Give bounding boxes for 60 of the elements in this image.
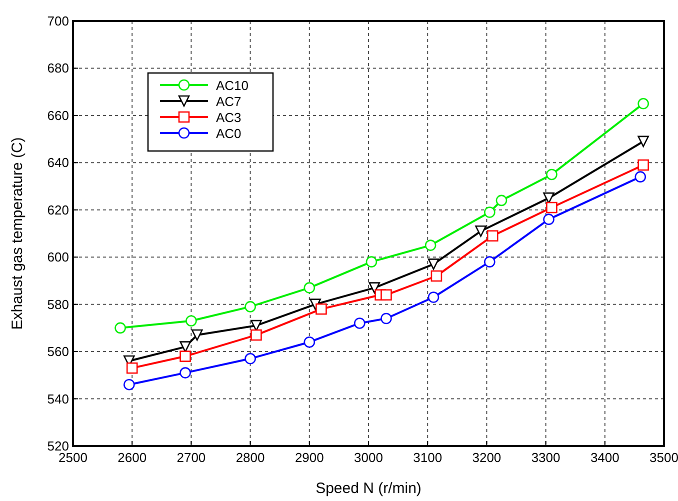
point bbox=[354, 318, 366, 329]
point bbox=[638, 136, 649, 148]
point bbox=[484, 256, 496, 268]
x-tick-label: 3000 bbox=[354, 450, 383, 465]
x-tick-label: 3300 bbox=[531, 450, 560, 465]
point bbox=[123, 378, 135, 390]
x-tick-label: 3100 bbox=[413, 450, 442, 465]
point bbox=[475, 225, 486, 237]
y-axis-title: Exhaust gas temperature (C) bbox=[9, 137, 26, 330]
legend-label: AC10 bbox=[216, 78, 249, 93]
point bbox=[244, 352, 256, 364]
point bbox=[638, 98, 649, 110]
point bbox=[186, 315, 197, 327]
point bbox=[546, 202, 558, 214]
point bbox=[126, 362, 138, 374]
point bbox=[180, 367, 191, 378]
y-tick-label: 540 bbox=[47, 391, 69, 406]
point bbox=[114, 322, 126, 334]
y-tick-label: 680 bbox=[47, 60, 69, 76]
point bbox=[304, 336, 316, 348]
x-tick-label: 3400 bbox=[590, 450, 620, 465]
x-tick-label: 2800 bbox=[236, 450, 265, 465]
y-tick-label: 580 bbox=[47, 296, 69, 312]
point bbox=[638, 159, 649, 171]
y-tick-label: 660 bbox=[47, 108, 69, 123]
point bbox=[428, 258, 440, 270]
y-tick-label: 700 bbox=[47, 14, 69, 28]
x-tick-label: 2700 bbox=[176, 450, 206, 465]
point bbox=[634, 171, 646, 182]
x-axis-title: Speed N (r/min) bbox=[316, 480, 422, 497]
point bbox=[546, 168, 558, 180]
point bbox=[428, 292, 440, 303]
point bbox=[380, 289, 392, 301]
y-tick-label: 560 bbox=[47, 344, 69, 360]
point bbox=[180, 350, 191, 362]
point bbox=[543, 214, 554, 225]
y-tick-label: 600 bbox=[47, 250, 69, 265]
y-tick-label: 640 bbox=[47, 155, 69, 170]
point bbox=[496, 194, 508, 206]
x-tick-label: 2600 bbox=[118, 450, 147, 465]
point bbox=[304, 282, 316, 294]
y-tick-label: 620 bbox=[47, 202, 69, 218]
point bbox=[368, 282, 380, 294]
point bbox=[380, 312, 392, 324]
point bbox=[191, 329, 203, 341]
point bbox=[430, 270, 442, 282]
legend-label: AC3 bbox=[216, 110, 242, 125]
point bbox=[244, 301, 256, 312]
legend-label: AC7 bbox=[216, 94, 242, 109]
point bbox=[486, 230, 498, 242]
x-tick-label: 2900 bbox=[294, 450, 324, 465]
x-tick-label: 3200 bbox=[472, 450, 502, 465]
x-tick-label: 3500 bbox=[650, 450, 678, 465]
point bbox=[484, 206, 496, 218]
point bbox=[250, 329, 262, 341]
point bbox=[180, 341, 191, 352]
point bbox=[424, 240, 436, 251]
point bbox=[366, 256, 378, 268]
point bbox=[316, 303, 327, 315]
legend-label: AC0 bbox=[216, 126, 242, 141]
